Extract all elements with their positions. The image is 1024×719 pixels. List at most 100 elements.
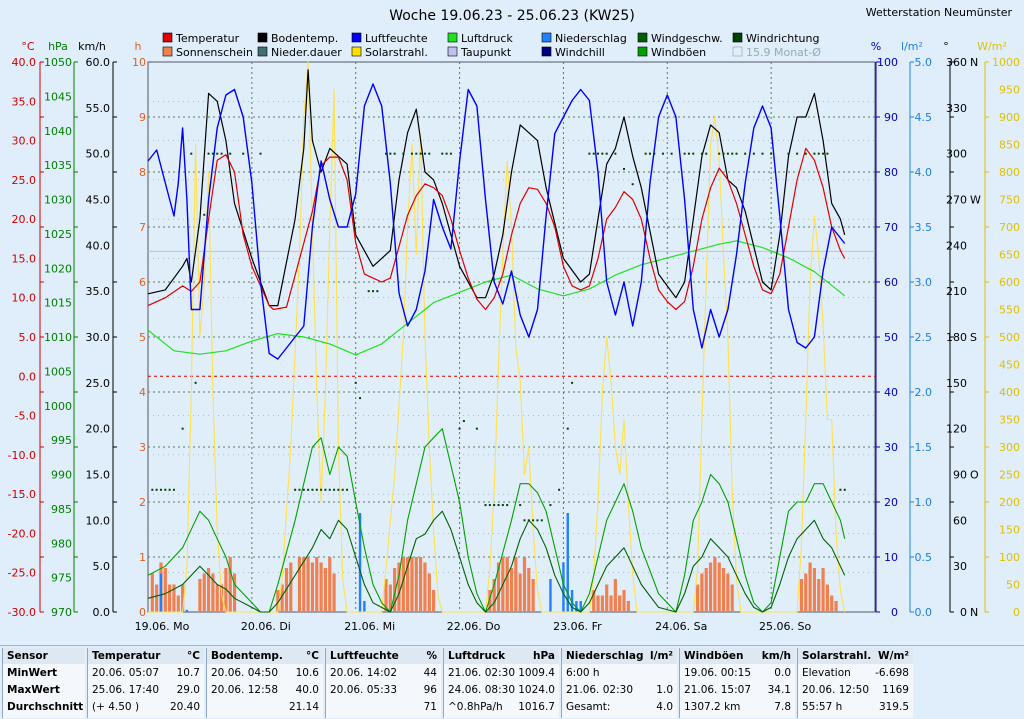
wind-direction-dot (190, 152, 193, 155)
sunshine-bar (297, 557, 302, 612)
temp-tick-label: -5.0 (15, 410, 36, 423)
temp-tick-label: -15.0 (8, 488, 36, 501)
wind-direction-dot (294, 488, 297, 491)
sunshine-bar (419, 557, 423, 612)
wind-direction-dot (164, 488, 167, 491)
sunshine-bar (150, 573, 154, 612)
direction-tick-label: 300 (946, 148, 967, 161)
axis-unit-label: °C (21, 40, 35, 53)
rain-bar (363, 601, 366, 612)
pressure-tick-label: 1045 (44, 90, 72, 103)
day-tick-label: 25.06. So (759, 620, 811, 633)
wind-tick-label: 10.0 (86, 514, 111, 527)
wind-speed-line (147, 510, 846, 613)
rain-tick-label: 4.0 (915, 166, 933, 179)
day-tick-label: 20.06. Di (241, 620, 291, 633)
stats-label-min: MinWert (7, 666, 58, 679)
humidity-line (147, 83, 846, 360)
stats-sensor-unit: hPa (533, 650, 555, 662)
wind-direction-dot (648, 152, 651, 155)
stats-sensor-name: Windböen (684, 650, 744, 662)
wind-direction-dot (532, 519, 535, 522)
day-tick-label: 22.06. Do (447, 620, 501, 633)
sunshine-bar (315, 557, 319, 612)
stats-value: 1024.0 (518, 683, 555, 696)
solar-line (148, 61, 846, 613)
pressure-tick-label: 1025 (44, 228, 72, 241)
wind-direction-dot (307, 488, 310, 491)
wind-direction-dot (817, 152, 820, 155)
sunshine-bar (427, 573, 431, 612)
sunshine-bar (514, 557, 518, 612)
stats-column-6: Solarstrahl. W/m² Elevation -6.698 20.06. 12… (797, 648, 913, 718)
wind-direction-dot (558, 488, 561, 491)
wind-direction-dot (592, 152, 595, 155)
rain-tick-label: 5.0 (915, 56, 933, 69)
stats-value: 7.8 (774, 700, 791, 713)
temp-tick-label: 35.0 (12, 95, 37, 108)
sunshine-bar (397, 562, 401, 612)
temp-tick-label: -25.0 (8, 567, 36, 580)
axis-unit-label: h (135, 40, 142, 53)
sunshine-bar (505, 557, 509, 612)
wind-tick-label: 30.0 (86, 331, 111, 344)
humidity-tick-label: 30 (884, 441, 898, 454)
rain-bar (579, 601, 582, 612)
temp-tick-label: -30.0 (8, 606, 36, 619)
stats-cell-row: 6:00 h (562, 664, 677, 681)
direction-compass-label: W (970, 194, 981, 207)
stats-value: 44 (423, 666, 437, 679)
stats-value: 71 (423, 700, 437, 713)
stats-sensor-name: Solarstrahl. (802, 650, 872, 662)
pressure-tick-label: 980 (51, 537, 72, 550)
sunshine-bar (232, 573, 237, 612)
stats-time: 20.06. 14:02 (330, 666, 397, 679)
wind-direction-dot (372, 290, 375, 293)
stats-cell-row: 21.14 (207, 698, 323, 715)
stats-sensor-name: Luftfeuchte (330, 650, 399, 662)
wind-direction-dot (804, 152, 807, 155)
wind-direction-dot (415, 152, 418, 155)
pressure-tick-label: 1035 (44, 159, 72, 172)
wind-direction-dot (320, 488, 323, 491)
wind-direction-dot (726, 152, 729, 155)
rain-tick-label: 1.5 (915, 441, 933, 454)
stats-cell-row: 24.06. 08:30 1024.0 (444, 681, 559, 698)
wind-direction-dot (718, 152, 721, 155)
stats-cell-row: 20.06. 05:07 10.7 (88, 664, 204, 681)
sunshine-bar (289, 562, 293, 612)
day-tick-label: 21.06. Mi (344, 620, 395, 633)
stats-sensor-name: Bodentemp. (211, 650, 283, 662)
legend-label: Bodentemp. (271, 32, 338, 45)
humidity-tick-label: 0 (891, 606, 898, 619)
wind-direction-dot (302, 488, 305, 491)
pressure-tick-label: 1010 (44, 331, 72, 344)
solar-tick-label: 150 (999, 524, 1020, 537)
legend-swatch (541, 32, 552, 43)
wind-tick-label: 15.0 (86, 469, 111, 482)
sunshine-tick-label: 2 (139, 496, 146, 509)
sunshine-bar (527, 568, 531, 612)
stats-column-1: Bodentemp. °C 20.06. 04:50 10.6 20.06. 12:58… (206, 648, 323, 718)
wind-direction-dot (324, 488, 327, 491)
wind-direction-dot (519, 504, 522, 507)
pressure-tick-label: 1005 (44, 365, 72, 378)
wind-direction-dot (497, 504, 500, 507)
temp-tick-label: -20.0 (8, 527, 36, 540)
sunshine-bar (181, 584, 185, 612)
legend-label: Nieder.dauer (271, 46, 342, 59)
stats-time: 20.06. 04:50 (211, 666, 278, 679)
sunshine-bar (834, 601, 838, 612)
sunshine-tick-label: 5 (139, 331, 146, 344)
solar-tick-label: 800 (999, 166, 1020, 179)
stats-column-header: Niederschlag l/m² (562, 648, 677, 664)
legend-swatch (162, 32, 173, 43)
temp-tick-label: 40.0 (12, 56, 37, 69)
statistics-table: Sensor MinWert MaxWert Durchschnitt Temp… (0, 645, 1024, 719)
axes: 40.035.030.025.020.015.010.05.00.0-5.0-1… (8, 40, 1020, 633)
sunshine-bar (323, 568, 328, 612)
wind-direction-dot (700, 152, 703, 155)
axis-unit-label: km/h (78, 40, 106, 53)
wind-direction-dot (423, 152, 426, 155)
stats-column-header: Bodentemp. °C (207, 648, 323, 664)
